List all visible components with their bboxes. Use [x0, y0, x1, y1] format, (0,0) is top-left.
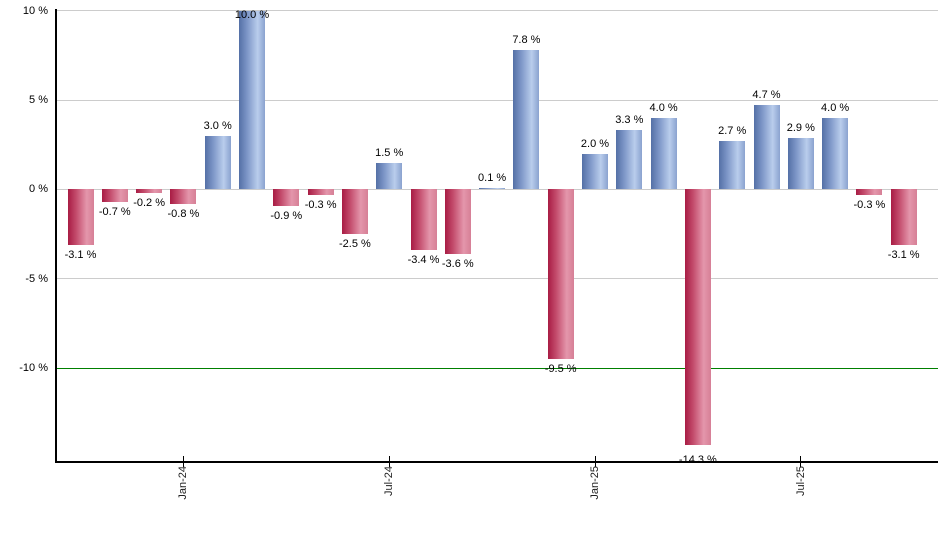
bar-negative: [856, 189, 883, 195]
y-grid-line: [57, 278, 938, 280]
bar-positive: [513, 50, 540, 190]
x-tick: [388, 456, 390, 467]
bar-value-label: -3.1 %: [64, 248, 97, 261]
bar-value-label: 3.0 %: [203, 119, 232, 132]
bar-value-label: -3.4 %: [407, 254, 440, 267]
bar-value-label: -9.5 %: [544, 363, 577, 376]
bar-negative: [101, 189, 128, 202]
bar-value-label: -2.5 %: [338, 238, 371, 251]
bar-positive: [650, 117, 677, 190]
x-tick-label: Jul-25: [794, 466, 807, 496]
y-tick-label: -10 %: [19, 362, 48, 375]
bar-positive: [479, 187, 506, 190]
bar-positive: [787, 137, 814, 190]
y-tick-label: 5 %: [29, 94, 48, 107]
bar-positive: [239, 10, 265, 190]
y-grid-line: [57, 99, 938, 101]
bar-value-label: -0.3 %: [304, 198, 337, 211]
y-tick-label: 0 %: [29, 183, 48, 196]
bar-value-label: 4.0 %: [649, 101, 678, 114]
bar-negative: [67, 189, 94, 245]
bar-negative: [890, 189, 917, 245]
x-tick: [594, 456, 596, 467]
bar-positive: [822, 117, 849, 190]
bar-negative: [341, 189, 368, 235]
bar-value-label: 2.0 %: [580, 137, 610, 150]
bar-negative: [273, 189, 300, 206]
x-tick-label: Jul-24: [383, 466, 396, 496]
bar-value-label: 4.0 %: [821, 101, 850, 114]
bar-negative: [547, 189, 574, 360]
bar-positive: [204, 135, 231, 190]
bar-value-label: 7.8 %: [512, 34, 541, 47]
y-tick-label: 10 %: [22, 4, 48, 17]
bar-positive: [582, 153, 608, 190]
bar-negative: [307, 189, 334, 195]
bar-value-label: 2.9 %: [786, 121, 815, 134]
reference-line: [57, 367, 938, 369]
bar-value-label: -0.7 %: [98, 205, 131, 218]
y-grid-line: [57, 188, 938, 190]
x-tick-label: Jan-25: [589, 466, 601, 500]
bar-positive: [719, 141, 746, 190]
bar-value-label: -0.9 %: [270, 209, 303, 222]
x-tick: [182, 456, 184, 467]
bar-negative: [410, 189, 437, 251]
y-axis: [55, 9, 57, 463]
bar-positive: [616, 130, 643, 190]
bar-value-label: -3.6 %: [441, 257, 474, 270]
bar-negative: [170, 189, 197, 204]
y-grid-line: [57, 10, 938, 12]
bar-value-label: -3.1 %: [887, 248, 920, 261]
bar-value-label: -0.2 %: [133, 197, 165, 210]
x-tick: [800, 456, 802, 467]
bar-value-label: -0.8 %: [167, 207, 200, 220]
y-tick-label: -5 %: [25, 272, 48, 285]
bar-negative: [136, 189, 163, 193]
bar-positive: [376, 162, 403, 190]
bar-value-label: -14.3 %: [678, 454, 717, 466]
bar-positive: [753, 105, 780, 190]
x-axis: [55, 461, 938, 463]
bar-value-label: 0.1 %: [478, 171, 507, 184]
x-tick-label: Jan-24: [177, 466, 190, 500]
bar-value-label: 10.0 %: [234, 9, 270, 21]
bar-negative: [444, 189, 471, 254]
bar-value-label: 3.3 %: [615, 114, 644, 127]
bar-value-label: 2.7 %: [718, 125, 747, 138]
bar-negative: [684, 189, 711, 445]
bar-value-label: 4.7 %: [752, 89, 781, 102]
bar-value-label: -0.3 %: [853, 198, 886, 211]
bar-value-label: 1.5 %: [375, 146, 404, 159]
